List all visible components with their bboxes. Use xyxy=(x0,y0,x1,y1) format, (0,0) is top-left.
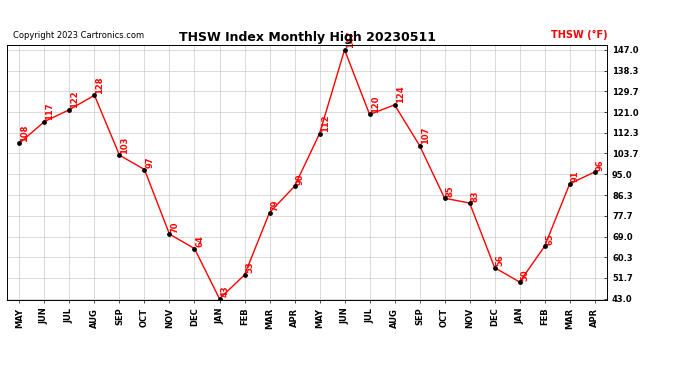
Text: 53: 53 xyxy=(246,262,255,273)
Text: 107: 107 xyxy=(421,127,430,144)
Text: 124: 124 xyxy=(395,86,404,104)
Point xyxy=(389,102,400,108)
Point xyxy=(289,183,300,189)
Text: 122: 122 xyxy=(70,91,79,108)
Point xyxy=(489,265,500,271)
Text: 103: 103 xyxy=(121,136,130,154)
Text: Copyright 2023 Cartronics.com: Copyright 2023 Cartronics.com xyxy=(13,31,144,40)
Point xyxy=(64,106,75,112)
Point xyxy=(214,296,225,302)
Text: 70: 70 xyxy=(170,221,179,233)
Point xyxy=(89,92,100,98)
Point xyxy=(189,246,200,252)
Point xyxy=(539,243,550,249)
Text: THSW (°F): THSW (°F) xyxy=(551,30,607,40)
Point xyxy=(164,231,175,237)
Point xyxy=(589,169,600,175)
Text: 90: 90 xyxy=(295,173,304,185)
Point xyxy=(514,279,525,285)
Text: 128: 128 xyxy=(95,76,104,94)
Point xyxy=(314,130,325,136)
Point xyxy=(414,142,425,148)
Title: THSW Index Monthly High 20230511: THSW Index Monthly High 20230511 xyxy=(179,31,435,44)
Text: 43: 43 xyxy=(221,286,230,297)
Text: 96: 96 xyxy=(595,159,604,171)
Point xyxy=(264,210,275,216)
Text: 64: 64 xyxy=(195,236,204,247)
Point xyxy=(14,140,25,146)
Point xyxy=(364,111,375,117)
Point xyxy=(464,200,475,206)
Point xyxy=(39,118,50,124)
Text: 65: 65 xyxy=(546,233,555,245)
Text: 147: 147 xyxy=(346,31,355,48)
Point xyxy=(114,152,125,158)
Text: 117: 117 xyxy=(46,103,55,120)
Text: 50: 50 xyxy=(521,269,530,280)
Point xyxy=(439,195,450,201)
Text: 79: 79 xyxy=(270,200,279,211)
Text: 85: 85 xyxy=(446,185,455,197)
Text: 97: 97 xyxy=(146,157,155,168)
Text: 112: 112 xyxy=(321,115,330,132)
Text: 83: 83 xyxy=(471,190,480,202)
Text: 108: 108 xyxy=(21,124,30,142)
Point xyxy=(339,47,350,53)
Point xyxy=(239,272,250,278)
Text: 91: 91 xyxy=(571,171,580,183)
Point xyxy=(564,181,575,187)
Point xyxy=(139,166,150,172)
Text: 56: 56 xyxy=(495,255,504,266)
Text: 120: 120 xyxy=(371,96,380,113)
